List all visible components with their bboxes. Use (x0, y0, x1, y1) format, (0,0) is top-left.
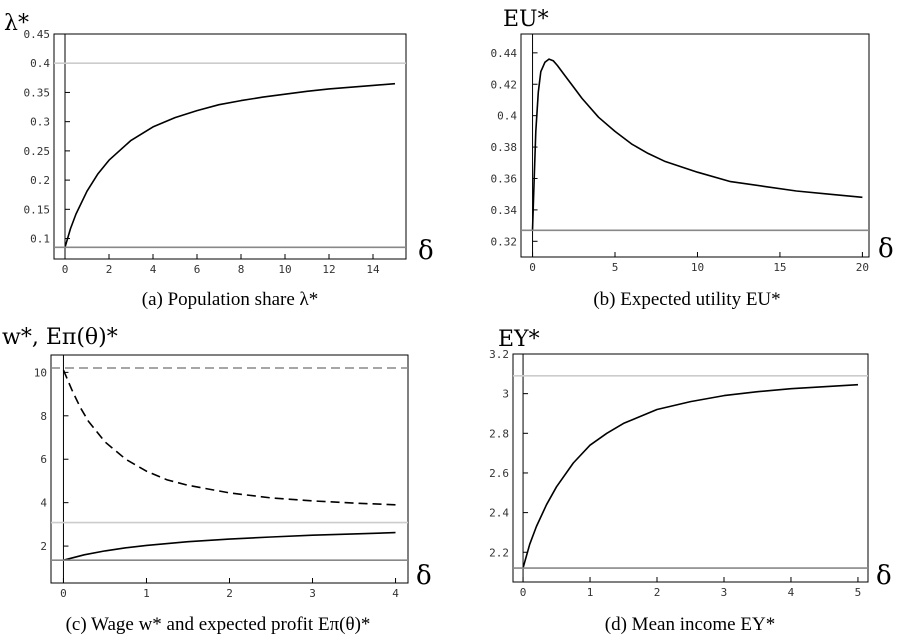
panel-c-plot: 0 1 2 3 4 2 4 6 8 10 (34, 355, 408, 600)
panel-b-xtick-label: 5 (612, 261, 619, 274)
panel-a-ytick-label: 0.35 (24, 86, 51, 99)
panel-c: w*, Eπ(θ)* δ (c) Wage w* and expected pr… (2, 325, 432, 635)
panel-d-ytick-label: 3.2 (489, 348, 509, 361)
panel-d-xtick-label: 3 (721, 586, 728, 599)
panel-d-ytick-label: 2.4 (489, 507, 509, 520)
panel-b-series-1 (531, 58, 863, 231)
panel-d-ylabel: EY* (498, 327, 540, 352)
panel-b-xlabel: δ (878, 234, 894, 264)
panel-a-ytick-label: 0.4 (30, 57, 50, 70)
panel-c-xtick-label: 0 (60, 587, 67, 600)
panel-c-ytick-label: 6 (40, 453, 47, 466)
panel-b-ylabel: EU* (503, 7, 549, 32)
panel-a-xtick-label: 4 (150, 263, 157, 276)
panel-c-xtick-label: 4 (392, 587, 399, 600)
panel-c-caption: (c) Wage w* and expected profit Eπ(θ)* (66, 614, 371, 635)
panel-a-xtick-label: 0 (62, 263, 69, 276)
panel-b-xtick-label: 10 (691, 261, 704, 274)
panel-d-xtick-label: 0 (520, 586, 527, 599)
panel-a-xtick-label: 2 (106, 263, 113, 276)
panel-d-ytick-label: 2.8 (489, 427, 509, 440)
panel-b-xtick-label: 20 (856, 261, 869, 274)
panel-a-xtick-label: 6 (194, 263, 201, 276)
panel-a-ytick-label: 0.3 (30, 116, 50, 129)
panel-d-xtick-label: 4 (788, 586, 795, 599)
panel-c-series-2 (63, 531, 396, 561)
panel-b-ytick-label: 0.44 (491, 47, 518, 60)
panel-c-xtick-label: 1 (143, 587, 150, 600)
panel-c-series-1 (62, 369, 396, 506)
panel-a-ylabel: λ* (4, 11, 29, 36)
panel-a-xtick-label: 12 (322, 263, 335, 276)
panel-a-xtick-label: 10 (278, 263, 291, 276)
panel-b-ytick-label: 0.4 (497, 110, 517, 123)
panel-a-ytick-label: 0.45 (24, 28, 51, 41)
panel-c-ytick-label: 10 (34, 366, 47, 379)
panel-d-xtick-label: 5 (855, 586, 862, 599)
panel-a: λ* δ (a) Population share λ* (4, 11, 434, 310)
panel-c-frame (50, 354, 409, 584)
panel-b-ytick-label: 0.38 (491, 141, 518, 154)
panel-b-ytick-label: 0.34 (491, 204, 518, 217)
panel-a-xtick-label: 14 (366, 263, 380, 276)
panel-c-xlabel: δ (416, 561, 432, 591)
panel-a-ytick-label: 0.25 (24, 145, 51, 158)
panel-d-frame (512, 353, 869, 583)
panel-a-ytick-label: 0.1 (30, 233, 50, 246)
panel-b-caption: (b) Expected utility EU* (593, 289, 780, 310)
panel-d-xtick-label: 1 (587, 586, 594, 599)
panel-a-xtick-label: 8 (238, 263, 245, 276)
panel-d-plot: 0 1 2 3 4 5 2.2 2.4 2.6 2.8 3 3.2 (489, 348, 868, 599)
panel-b-xtick-label: 0 (529, 261, 536, 274)
panel-d-series-1 (522, 383, 859, 569)
panel-d-ytick-label: 2.6 (489, 467, 509, 480)
panel-c-ylabel: w*, Eπ(θ)* (2, 325, 118, 350)
panel-c-ytick-label: 4 (40, 497, 47, 510)
panel-d-xlabel: δ (876, 561, 892, 591)
panel-d-caption: (d) Mean income EY* (605, 614, 775, 635)
panel-a-ytick-label: 0.15 (24, 203, 51, 216)
panel-c-ytick-label: 8 (40, 410, 47, 423)
panel-b: EU* δ (b) Expected utility EU* (503, 7, 894, 310)
panel-a-series-1 (64, 82, 396, 248)
panel-a-xlabel: δ (418, 236, 434, 266)
panel-b-frame (520, 33, 870, 258)
panel-d-ytick-label: 2.2 (489, 546, 509, 559)
panel-d-ytick-label: 3 (502, 388, 509, 401)
panel-a-frame (53, 33, 407, 260)
panel-b-ytick-label: 0.42 (491, 78, 518, 91)
panel-d: EY* δ (d) Mean income EY* (498, 327, 892, 635)
panel-a-ytick-label: 0.2 (30, 174, 50, 187)
panel-b-plot: 0 5 10 15 20 0.32 0.34 0.36 0.38 0.4 0.42 0.44 (491, 34, 869, 274)
panel-c-xtick-label: 3 (309, 587, 316, 600)
panel-b-ytick-label: 0.36 (491, 172, 518, 185)
panel-c-ytick-label: 2 (40, 540, 47, 553)
panel-d-xtick-label: 2 (654, 586, 661, 599)
panel-a-plot: 0 2 4 6 8 10 12 14 0.1 0.15 0.2 0.25 0.3 0.35 0.4 0.45 (24, 28, 406, 276)
panel-c-xtick-label: 2 (226, 587, 233, 600)
panel-b-ytick-label: 0.32 (491, 235, 518, 248)
panel-a-caption: (a) Population share λ* (142, 289, 318, 310)
panel-b-xtick-label: 15 (773, 261, 786, 274)
